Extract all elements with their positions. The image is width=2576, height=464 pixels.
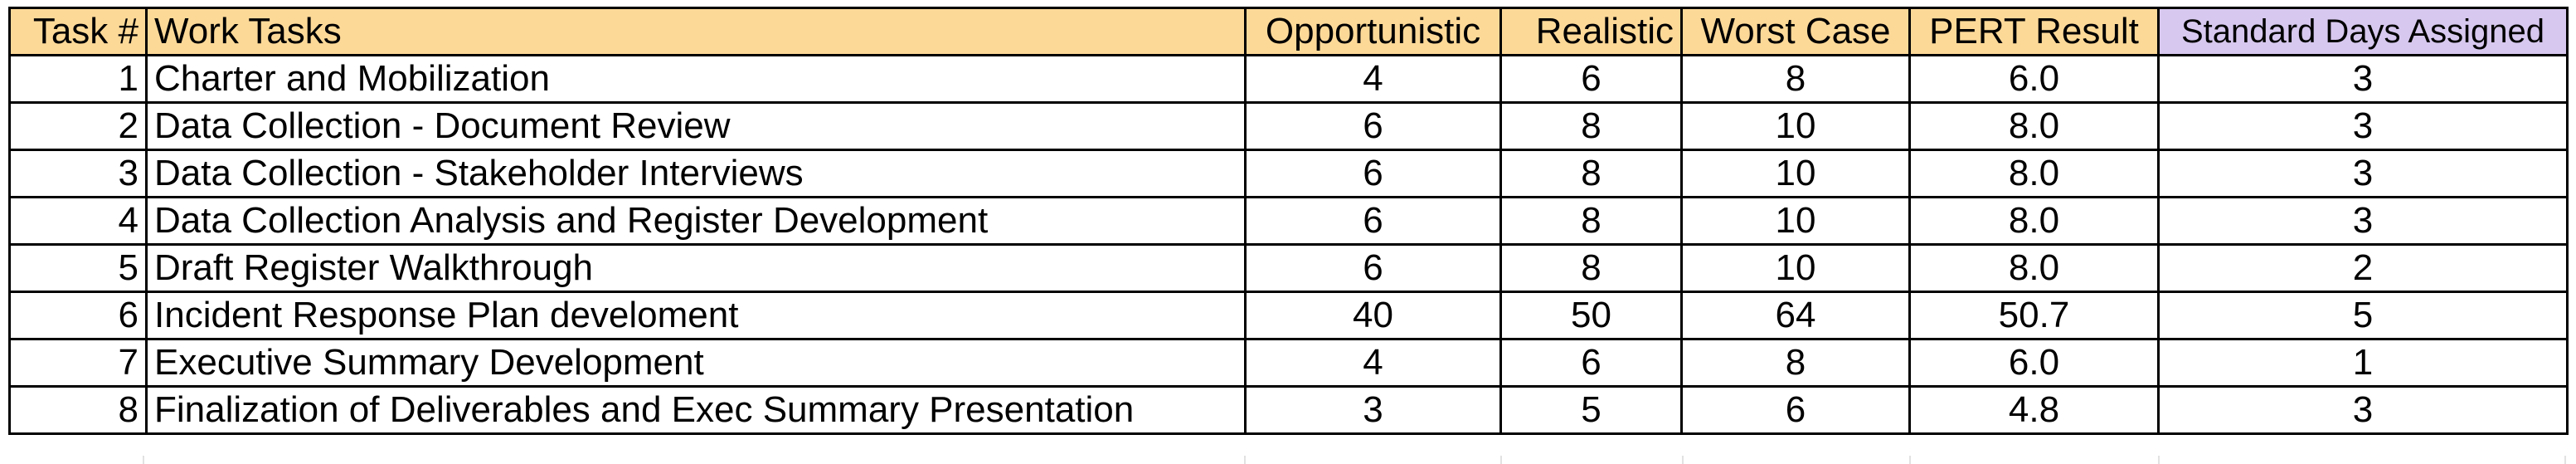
cell-opportunistic[interactable]: 6 xyxy=(1244,243,1502,293)
cell-worst-case[interactable]: 64 xyxy=(1680,291,1911,340)
header-opportunistic[interactable]: Opportunistic xyxy=(1244,7,1502,56)
cell-standard-days[interactable]: 3 xyxy=(2157,101,2569,151)
cell-opportunistic[interactable]: 40 xyxy=(1244,291,1502,340)
gridline xyxy=(1682,456,1684,464)
cell-pert-result[interactable]: 8.0 xyxy=(1908,101,2160,151)
table-row: 2 Data Collection - Document Review 6 8 … xyxy=(8,101,2569,151)
cell-task-num[interactable]: 5 xyxy=(8,243,148,293)
table-row: 8 Finalization of Deliverables and Exec … xyxy=(8,385,2569,435)
cell-worst-case[interactable]: 8 xyxy=(1680,54,1911,104)
cell-opportunistic[interactable]: 6 xyxy=(1244,196,1502,246)
cell-work-task[interactable]: Data Collection Analysis and Register De… xyxy=(145,196,1247,246)
cell-worst-case[interactable]: 10 xyxy=(1680,196,1911,246)
cell-standard-days[interactable]: 1 xyxy=(2157,338,2569,388)
gridline xyxy=(1500,456,1502,464)
cell-realistic[interactable]: 5 xyxy=(1499,385,1683,435)
cell-task-num[interactable]: 6 xyxy=(8,291,148,340)
cell-pert-result[interactable]: 8.0 xyxy=(1908,196,2160,246)
cell-work-task[interactable]: Draft Register Walkthrough xyxy=(145,243,1247,293)
cell-realistic[interactable]: 6 xyxy=(1499,54,1683,104)
cell-standard-days[interactable]: 2 xyxy=(2157,243,2569,293)
cell-realistic[interactable]: 8 xyxy=(1499,243,1683,293)
cell-opportunistic[interactable]: 4 xyxy=(1244,54,1502,104)
table-row: 6 Incident Response Plan develoment 40 5… xyxy=(8,291,2569,340)
cell-task-num[interactable]: 4 xyxy=(8,196,148,246)
table-row: 3 Data Collection - Stakeholder Intervie… xyxy=(8,149,2569,198)
gridline xyxy=(143,456,144,464)
header-pert-result[interactable]: PERT Result xyxy=(1908,7,2160,56)
cell-worst-case[interactable]: 10 xyxy=(1680,149,1911,198)
cell-task-num[interactable]: 3 xyxy=(8,149,148,198)
cell-realistic[interactable]: 8 xyxy=(1499,101,1683,151)
cell-work-task[interactable]: Charter and Mobilization xyxy=(145,54,1247,104)
gridline xyxy=(1244,456,1246,464)
cell-standard-days[interactable]: 3 xyxy=(2157,196,2569,246)
cell-opportunistic[interactable]: 3 xyxy=(1244,385,1502,435)
gridline xyxy=(2564,456,2566,464)
cell-pert-result[interactable]: 8.0 xyxy=(1908,243,2160,293)
cell-standard-days[interactable]: 3 xyxy=(2157,54,2569,104)
header-worst-case[interactable]: Worst Case xyxy=(1680,7,1911,56)
pert-estimate-table: Task # Work Tasks Opportunistic Realisti… xyxy=(8,7,2569,435)
cell-work-task[interactable]: Incident Response Plan develoment xyxy=(145,291,1247,340)
cell-work-task[interactable]: Executive Summary Development xyxy=(145,338,1247,388)
header-work-tasks[interactable]: Work Tasks xyxy=(145,7,1247,56)
header-row: Task # Work Tasks Opportunistic Realisti… xyxy=(8,7,2569,56)
cell-opportunistic[interactable]: 4 xyxy=(1244,338,1502,388)
cell-worst-case[interactable]: 6 xyxy=(1680,385,1911,435)
cell-pert-result[interactable]: 4.8 xyxy=(1908,385,2160,435)
cell-realistic[interactable]: 6 xyxy=(1499,338,1683,388)
cell-standard-days[interactable]: 5 xyxy=(2157,291,2569,340)
table-row: 5 Draft Register Walkthrough 6 8 10 8.0 … xyxy=(8,243,2569,293)
header-realistic[interactable]: Realistic xyxy=(1499,7,1683,56)
cell-worst-case[interactable]: 8 xyxy=(1680,338,1911,388)
cell-work-task[interactable]: Finalization of Deliverables and Exec Su… xyxy=(145,385,1247,435)
cell-pert-result[interactable]: 6.0 xyxy=(1908,54,2160,104)
cell-pert-result[interactable]: 8.0 xyxy=(1908,149,2160,198)
table-row: 7 Executive Summary Development 4 6 8 6.… xyxy=(8,338,2569,388)
header-task-num[interactable]: Task # xyxy=(8,7,148,56)
cell-realistic[interactable]: 50 xyxy=(1499,291,1683,340)
cell-opportunistic[interactable]: 6 xyxy=(1244,149,1502,198)
cell-opportunistic[interactable]: 6 xyxy=(1244,101,1502,151)
cell-pert-result[interactable]: 6.0 xyxy=(1908,338,2160,388)
cell-worst-case[interactable]: 10 xyxy=(1680,101,1911,151)
cell-standard-days[interactable]: 3 xyxy=(2157,149,2569,198)
cell-task-num[interactable]: 8 xyxy=(8,385,148,435)
cell-work-task[interactable]: Data Collection - Stakeholder Interviews xyxy=(145,149,1247,198)
cell-realistic[interactable]: 8 xyxy=(1499,196,1683,246)
gridline xyxy=(2158,456,2160,464)
cell-realistic[interactable]: 8 xyxy=(1499,149,1683,198)
cell-standard-days[interactable]: 3 xyxy=(2157,385,2569,435)
cell-worst-case[interactable]: 10 xyxy=(1680,243,1911,293)
gridline xyxy=(1909,456,1911,464)
cell-pert-result[interactable]: 50.7 xyxy=(1908,291,2160,340)
cell-task-num[interactable]: 7 xyxy=(8,338,148,388)
table-row: 1 Charter and Mobilization 4 6 8 6.0 3 xyxy=(8,54,2569,104)
header-standard-days[interactable]: Standard Days Assigned xyxy=(2157,7,2569,56)
cell-task-num[interactable]: 1 xyxy=(8,54,148,104)
cell-task-num[interactable]: 2 xyxy=(8,101,148,151)
table-row: 4 Data Collection Analysis and Register … xyxy=(8,196,2569,246)
cell-work-task[interactable]: Data Collection - Document Review xyxy=(145,101,1247,151)
